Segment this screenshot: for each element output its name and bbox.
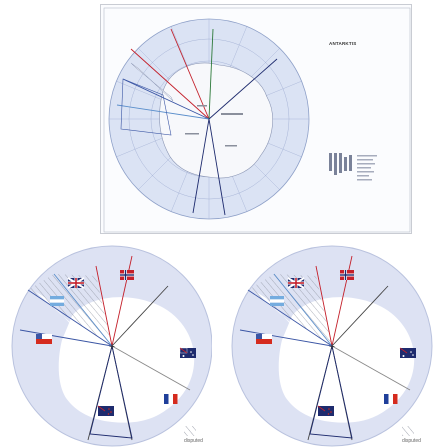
disputed-legend-swatch (184, 426, 196, 436)
claims-map-right: + (222, 244, 434, 448)
disputed-legend-label: disputed (184, 438, 203, 444)
norway-flag (120, 270, 134, 280)
poster-map-svg (103, 7, 411, 233)
new-zealand-flag (317, 405, 334, 416)
disputed-sector (248, 274, 332, 346)
claims-map-left: + (0, 244, 212, 448)
norway-flag (340, 270, 354, 280)
disputed-legend-label: disputed (402, 438, 421, 444)
australia-flag (179, 347, 196, 358)
antarctica-poster-map: ANTARKTIS (100, 4, 412, 234)
disputed-legend-swatch (402, 426, 414, 436)
svg-text:+: + (109, 342, 116, 351)
france-flag (164, 394, 178, 404)
new-zealand-flag (97, 405, 114, 416)
chile-flag (36, 334, 52, 344)
argentina-flag (270, 296, 284, 306)
svg-text:+: + (329, 342, 336, 351)
argentina-flag (50, 296, 64, 306)
poster-antarctica-landmass (159, 62, 273, 179)
france-flag (384, 394, 398, 404)
australia-flag (399, 347, 416, 358)
chile-flag (256, 334, 272, 344)
united-kingdom-flag (287, 277, 305, 289)
disputed-sector (28, 274, 112, 346)
claims-map-left-svg: + (11, 245, 212, 447)
claims-map-right-svg: + (231, 245, 433, 447)
poster-title: ANTARKTIS (329, 41, 357, 46)
united-kingdom-flag (67, 277, 85, 289)
